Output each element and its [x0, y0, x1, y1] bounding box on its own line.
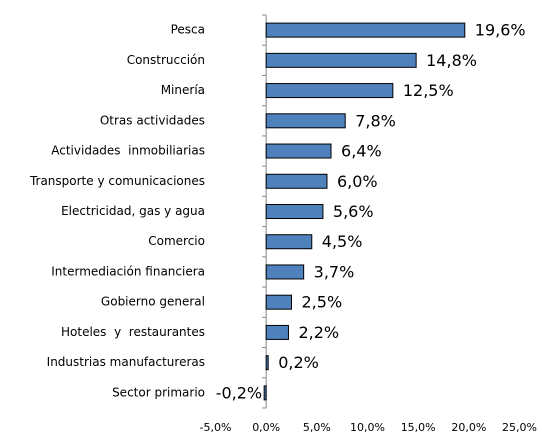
bar: [265, 173, 328, 189]
value-label: 14,8%: [426, 51, 477, 70]
x-tick-label: 5,0%: [303, 421, 331, 434]
y-tick-label: Industrias manufactureras: [47, 355, 205, 369]
y-tick-label: Pesca: [171, 23, 205, 37]
value-label: 3,7%: [314, 262, 355, 281]
y-tick-label: Actividades inmobiliarias: [51, 144, 205, 158]
value-label: 2,2%: [298, 323, 339, 342]
y-tick-label: Minería: [161, 83, 205, 97]
x-tick-label: 10,0%: [350, 421, 385, 434]
bar: [265, 22, 466, 38]
bar: [265, 234, 313, 250]
bar: [265, 324, 289, 340]
value-label: 5,6%: [333, 202, 374, 221]
bar: [265, 52, 417, 68]
y-tick-label: Comercio: [148, 234, 205, 248]
bar: [263, 385, 267, 401]
y-tick-label: Otras actividades: [100, 113, 205, 127]
y-tick-label: Sector primario: [112, 385, 205, 399]
value-label: 12,5%: [403, 81, 454, 100]
bar: [265, 204, 324, 219]
x-tick-label: 20,0%: [451, 421, 486, 434]
value-label: 4,5%: [322, 232, 363, 251]
bar: [265, 83, 394, 99]
y-tick-label: Gobierno general: [101, 295, 205, 309]
bar: [265, 143, 332, 159]
value-label: -0,2%: [216, 383, 262, 402]
bar: [265, 264, 305, 280]
y-tick-label: Hoteles y restaurantes: [61, 325, 205, 339]
y-tick-label: Construcción: [127, 53, 205, 67]
x-tick-label: 25,0%: [502, 421, 537, 434]
value-label: 0,2%: [278, 353, 319, 372]
x-tick-label: 0,0%: [252, 421, 280, 434]
bar: [265, 113, 346, 129]
value-label: 6,0%: [337, 172, 378, 191]
y-tick-label: Intermediación financiera: [51, 264, 205, 278]
bar: [265, 294, 292, 310]
y-tick-label: Electricidad, gas y agua: [61, 204, 205, 218]
y-tick-label: Transporte y comunicaciones: [29, 174, 205, 188]
value-label: 2,5%: [302, 293, 343, 312]
x-tick-label: -5,0%: [200, 421, 232, 434]
value-label: 19,6%: [475, 21, 526, 40]
bar: [265, 355, 269, 371]
value-label: 6,4%: [341, 142, 382, 161]
x-tick-label: 15,0%: [401, 421, 436, 434]
value-label: 7,8%: [355, 111, 396, 130]
